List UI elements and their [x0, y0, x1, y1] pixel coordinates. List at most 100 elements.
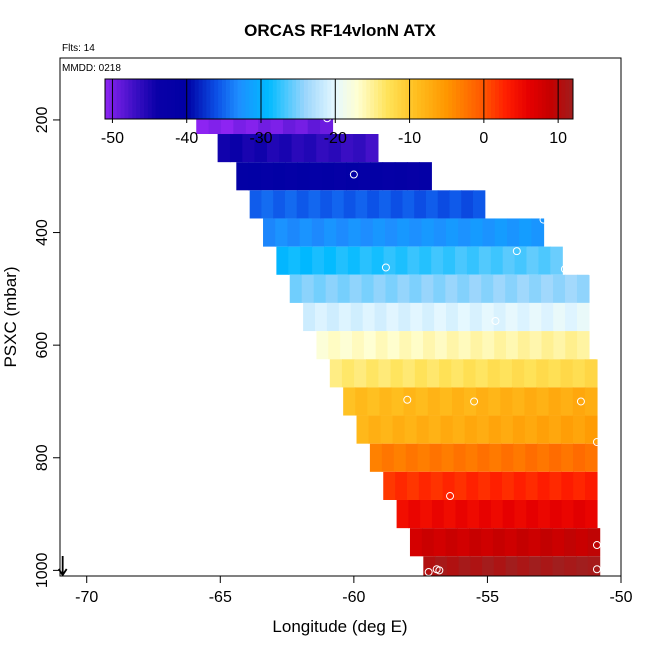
heatmap-cell [549, 443, 562, 472]
heatmap-cell [572, 387, 586, 416]
heatmap-cell [331, 190, 345, 219]
colorbar-segment [288, 79, 293, 119]
colorbar-segment [144, 79, 149, 119]
colorbar-segment [495, 79, 500, 119]
heatmap-cell [340, 331, 353, 360]
heatmap-cell [493, 556, 507, 576]
colorbar-segment [428, 79, 434, 119]
y-tick-label: 600 [34, 332, 51, 359]
heatmap-cell [366, 359, 379, 388]
colorbar-segment [479, 79, 484, 119]
heatmap-cell [370, 162, 384, 191]
heatmap-cell [349, 274, 363, 303]
heatmap-cell [423, 556, 436, 576]
heatmap-cell [299, 218, 313, 247]
heatmap-cell [493, 274, 506, 303]
heatmap-cell [446, 556, 460, 576]
heatmap-cell [380, 415, 394, 444]
colorbar-segment [307, 79, 313, 119]
colorbar-segment [432, 79, 437, 119]
heatmap-cell [242, 134, 256, 163]
colorbar-segment [296, 79, 301, 119]
heatmap-cell [587, 528, 601, 557]
heatmap-cell [397, 274, 411, 303]
heatmap-cell [536, 415, 550, 444]
colorbar-segment [518, 79, 523, 119]
heatmap-cell [422, 302, 435, 332]
colorbar-segment [264, 79, 270, 119]
observation-point [587, 267, 596, 276]
heatmap-cell [437, 190, 451, 219]
colorbar-segment [424, 79, 430, 119]
observation-point [592, 565, 601, 574]
heatmap-cell [297, 162, 311, 191]
heatmap-cell [426, 359, 440, 388]
heatmap-cell [362, 302, 376, 332]
heatmap-cell [321, 162, 335, 191]
heatmap-cell [423, 331, 436, 360]
heatmap-cell [494, 331, 507, 360]
colorbar-segment [506, 79, 512, 119]
heatmap-cell [482, 331, 495, 360]
heatmap-cell [430, 471, 444, 500]
colorbar-segment [510, 79, 515, 119]
colorbar-segment [315, 79, 320, 119]
heatmap-cell [338, 302, 352, 332]
heatmap-cell [326, 302, 340, 332]
colorbar-segment [206, 79, 211, 119]
colorbar-segment [389, 79, 395, 119]
heatmap-cell [541, 331, 554, 360]
heatmap-cell [587, 556, 601, 576]
heatmap-cell [382, 162, 396, 191]
heatmap-cell [263, 218, 276, 247]
heatmap-cell [316, 331, 329, 360]
heatmap-cell [560, 359, 574, 388]
axes: -70 -65 -60 -55 -50 200 400 600 800 1000 [34, 106, 633, 606]
colorbar-segment [284, 79, 289, 119]
heatmap-cell [536, 359, 549, 388]
colorbar-segment [358, 79, 363, 119]
heatmap-cell [492, 528, 506, 557]
heatmap-cell [443, 246, 456, 275]
heatmap-cell [505, 274, 518, 303]
heatmap-cell [502, 499, 516, 529]
colorbar-segment [502, 79, 508, 119]
heatmap-cell [329, 359, 343, 388]
heatmap-cell [409, 218, 423, 247]
heatmap-cell [353, 134, 367, 163]
heatmap-cell [466, 471, 479, 500]
heatmap-cell [488, 387, 501, 416]
colorbar-segment [268, 79, 274, 119]
heatmap-cell [378, 190, 392, 219]
heatmap-cell [427, 387, 441, 416]
observation-point [349, 170, 358, 179]
heatmap-cell [217, 134, 231, 163]
colorbar-segment [147, 79, 153, 119]
colorbar-segment [105, 79, 110, 119]
heatmap-cell [445, 218, 459, 247]
heatmap-cell [505, 302, 519, 332]
colorbar-segment [218, 79, 223, 119]
heatmap-cell [402, 359, 416, 388]
heatmap-cell [466, 246, 480, 275]
heatmap-cell [414, 359, 428, 388]
heatmap-cell [324, 218, 337, 247]
colorbar-segment [366, 79, 371, 119]
heatmap-cell [445, 528, 458, 557]
heatmap-cell [536, 387, 550, 416]
colorbar-segment [303, 79, 309, 119]
heatmap-cell [469, 302, 483, 332]
heatmap-cell [481, 274, 494, 303]
heatmap-cell [526, 499, 539, 529]
y-tick-label: 800 [34, 444, 51, 471]
heatmap-cell [572, 359, 586, 388]
heatmap-cell [291, 134, 305, 163]
heatmap-cell [524, 359, 537, 388]
heatmap-cell [525, 443, 538, 472]
heatmap-cell [575, 528, 589, 557]
colorbar-segment [300, 79, 305, 119]
heatmap-cell [490, 246, 504, 275]
heatmap-cell [398, 302, 411, 332]
colorbar-segment [405, 79, 410, 119]
heatmap-cell [359, 246, 373, 275]
